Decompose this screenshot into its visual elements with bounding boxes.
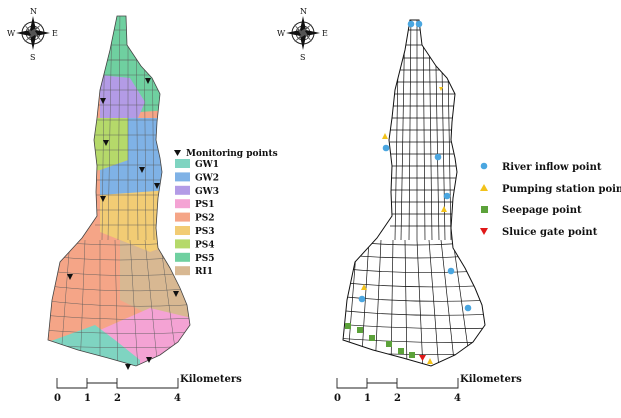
legend-swatch-ps5: [175, 252, 190, 262]
monitoring-point: [67, 274, 73, 280]
right-scale-unit: Kilometers: [460, 374, 522, 385]
river-inflow-point: [464, 304, 472, 312]
river-inflow-points: [358, 20, 472, 312]
right-scale-tick-4: 4: [454, 393, 461, 404]
right-scale-tick-0: 0: [334, 393, 341, 404]
left-scale-bar: [56, 378, 179, 389]
monitoring-point: [173, 291, 179, 297]
river-inflow-point: [407, 20, 415, 28]
river-inflow-point: [443, 192, 451, 200]
legend-label-ps4: PS4: [195, 240, 215, 250]
river-inflow-point: [358, 295, 366, 303]
left-scale-tick-2: 2: [114, 393, 121, 404]
compass-e: E: [52, 29, 58, 38]
compass-n: N: [30, 7, 37, 16]
monitoring-point: [100, 98, 106, 104]
monitoring-point: [100, 196, 106, 202]
seepage-point: [386, 341, 392, 347]
legend-swatch-gw3: [175, 185, 190, 195]
legend-river-inflow-label: River inflow point: [502, 162, 602, 173]
right-compass: N S E W: [277, 7, 328, 62]
pumping-station-points: [361, 87, 447, 364]
river-inflow-point: [382, 144, 390, 152]
legend-label-gw1: GW1: [195, 160, 219, 170]
legend-swatch-ps2: [175, 212, 190, 222]
legend-seepage-label: Seepage point: [502, 205, 582, 216]
compass-w: W: [277, 29, 286, 38]
right-mesh: [342, 19, 486, 367]
compass-n: N: [300, 7, 307, 16]
legend-sluice-gate-symbol: [480, 228, 488, 235]
monitoring-point: [154, 183, 160, 189]
legend-pumping-station-symbol: [480, 184, 488, 191]
seepage-point: [409, 352, 415, 358]
sluice-gate-point: [419, 355, 426, 361]
left-scale-tick-4: 4: [174, 393, 181, 404]
left-compass: N S E W: [7, 7, 58, 62]
monitoring-point: [145, 78, 151, 84]
compass-w: W: [7, 29, 16, 38]
left-scale-tick-1: 1: [84, 393, 91, 404]
legend-label-ri1: RI1: [195, 267, 213, 277]
legend-swatch-ps4: [175, 239, 190, 249]
legend-swatch-gw1: [175, 159, 190, 168]
right-scale-tick-2: 2: [394, 393, 401, 404]
monitoring-point: [146, 357, 152, 363]
seepage-point: [369, 335, 375, 341]
seepage-point: [398, 348, 404, 354]
legend-monitoring-symbol: [174, 150, 181, 156]
compass-s: S: [300, 53, 305, 62]
seepage-point: [357, 327, 363, 333]
monitoring-point: [103, 140, 109, 146]
monitoring-point: [139, 167, 145, 173]
left-scale-unit: Kilometers: [180, 374, 242, 385]
left-scale-tick-0: 0: [54, 393, 61, 404]
left-legend: Monitoring points GW1 GW2 GW3 PS1 PS2 PS3 PS4 P…: [174, 149, 278, 277]
river-inflow-point: [447, 267, 455, 275]
river-inflow-point: [415, 20, 423, 28]
seepage-point: [345, 323, 351, 329]
legend-label-ps1: PS1: [195, 200, 215, 210]
seepage-points: [345, 323, 415, 358]
legend-monitoring-title: Monitoring points: [186, 149, 278, 159]
river-inflow-point: [434, 153, 442, 161]
right-scale-bar: [336, 378, 459, 389]
pumping-station-point: [439, 87, 443, 91]
legend-label-ps5: PS5: [195, 254, 215, 264]
pumping-station-point: [361, 284, 367, 290]
legend-swatch-gw2: [175, 172, 190, 182]
pumping-station-point: [382, 133, 388, 139]
left-legend-items: GW1 GW2 GW3 PS1 PS2 PS3 PS4 PS5 RI1: [175, 159, 219, 277]
right-scale-tick-1: 1: [364, 393, 371, 404]
legend-label-ps3: PS3: [195, 227, 215, 237]
legend-label-ps2: PS2: [195, 214, 215, 224]
legend-river-inflow-symbol: [480, 162, 488, 170]
pumping-station-point: [427, 358, 433, 364]
compass-e: E: [322, 29, 328, 38]
legend-seepage-symbol: [481, 206, 488, 213]
legend-swatch-ps1: [175, 199, 190, 209]
legend-swatch-ps3: [175, 226, 190, 235]
legend-sluice-gate-label: Sluice gate point: [502, 227, 598, 238]
pumping-station-point: [441, 206, 447, 212]
monitoring-points: [67, 78, 179, 370]
right-legend: River inflow point Pumping station point…: [480, 162, 621, 238]
legend-label-gw3: GW3: [195, 187, 219, 197]
legend-pumping-station-label: Pumping station point: [502, 184, 621, 195]
legend-label-gw2: GW2: [195, 173, 219, 183]
compass-s: S: [30, 53, 35, 62]
left-map-boundary: [47, 15, 191, 367]
legend-swatch-ri1: [175, 266, 190, 276]
monitoring-point: [125, 364, 131, 370]
